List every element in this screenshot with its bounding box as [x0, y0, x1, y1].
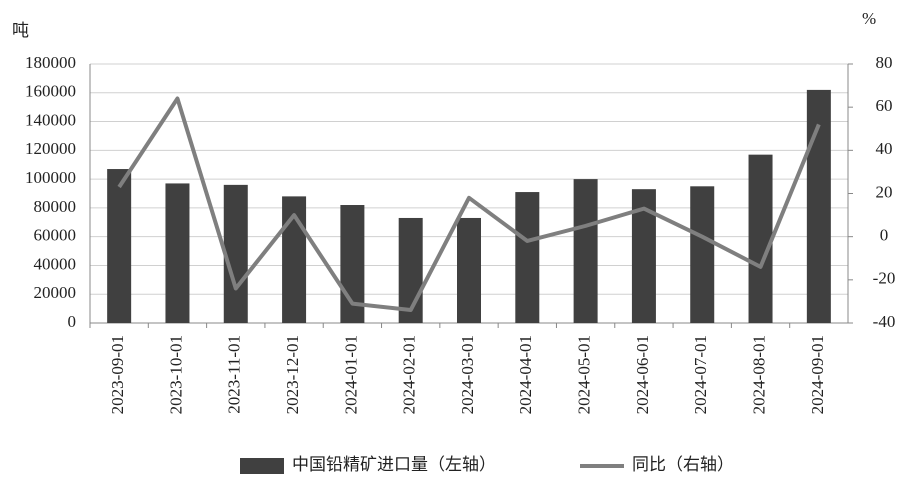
bar [107, 169, 132, 323]
y-tick-label: 60000 [34, 226, 77, 245]
y2-tick-label: 40 [876, 139, 893, 158]
y2-tick-label: -20 [873, 269, 896, 288]
legend-label: 中国铅精矿进口量（左轴） [292, 455, 496, 474]
y-tick-label: 40000 [34, 254, 77, 273]
legend-swatch [240, 458, 284, 474]
x-tick-label: 2023-12-01 [283, 335, 302, 414]
y-tick-label: 0 [68, 312, 77, 331]
bar [398, 217, 423, 323]
x-tick-label: 2024-01-01 [341, 335, 360, 414]
bar [573, 179, 598, 323]
y-tick-label: 120000 [25, 139, 76, 158]
x-tick-label: 2024-02-01 [400, 335, 419, 414]
y2-tick-label: 60 [876, 96, 893, 115]
y-tick-label: 80000 [34, 197, 77, 216]
y-axis-label: 吨 [12, 21, 29, 40]
y2-tick-label: 20 [876, 182, 893, 201]
y2-tick-label: 80 [876, 53, 893, 72]
x-tick-label: 2023-11-01 [225, 335, 244, 414]
y-tick-label: 180000 [25, 53, 76, 72]
x-tick-label: 2023-10-01 [166, 335, 185, 414]
line [117, 96, 821, 313]
y-tick-label: 100000 [25, 168, 76, 187]
bar [457, 217, 481, 323]
y-tick-label: 140000 [25, 110, 76, 129]
y2-tick-label: -40 [873, 312, 896, 331]
y-tick-label: 160000 [25, 82, 76, 101]
y2-tick-label: 0 [880, 226, 889, 245]
bar [515, 192, 540, 323]
x-tick-label: 2023-09-01 [108, 335, 127, 414]
x-tick-label: 2024-06-01 [633, 335, 652, 414]
bar [223, 184, 248, 323]
y-tick-label: 20000 [34, 283, 77, 302]
bar [748, 154, 773, 323]
x-tick-label: 2024-05-01 [575, 335, 594, 414]
bar [690, 186, 715, 323]
x-tick-label: 2024-07-01 [691, 335, 710, 414]
x-tick-label: 2024-04-01 [516, 335, 535, 414]
y2-axis-label: % [862, 9, 876, 28]
x-tick-label: 2024-08-01 [749, 335, 768, 414]
legend-label: 同比（右轴） [632, 455, 734, 474]
x-tick-label: 2024-03-01 [458, 335, 477, 414]
bar [165, 183, 190, 323]
x-tick-label: 2024-09-01 [808, 335, 827, 414]
